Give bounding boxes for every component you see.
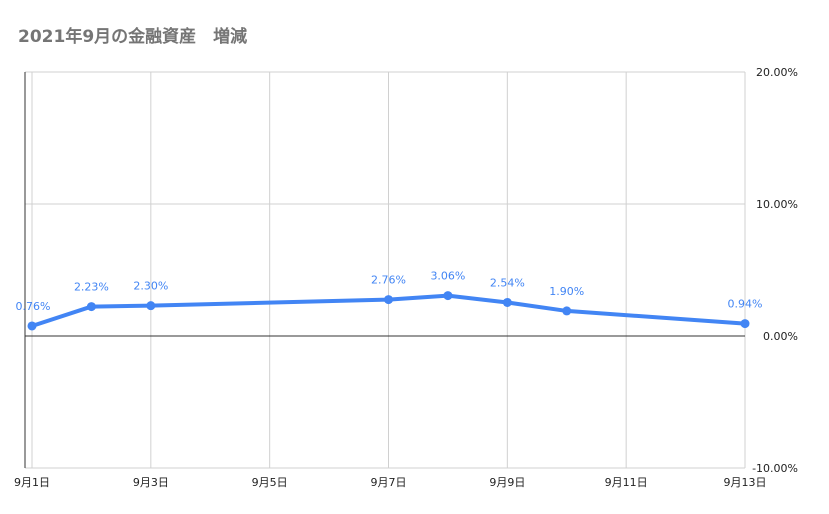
x-tick-label: 9月13日	[724, 476, 767, 489]
x-tick-label: 9月5日	[252, 476, 288, 489]
data-point	[502, 297, 512, 307]
data-label: 0.94%	[728, 298, 763, 311]
data-label: 2.23%	[74, 281, 109, 294]
data-label: 1.90%	[549, 285, 584, 298]
data-point	[384, 295, 393, 305]
data-point	[443, 291, 453, 301]
data-label: 2.30%	[133, 280, 168, 293]
data-labels: 0.76% 2.23% 2.30% 2.76% 3.06% 2.54% 1.90% 0.94%	[16, 270, 763, 313]
data-label: 2.54%	[490, 276, 525, 289]
data-point	[562, 306, 572, 316]
data-label: 2.76%	[371, 274, 406, 287]
data-label: 3.06%	[430, 270, 465, 283]
series-line	[30, 293, 747, 328]
axes	[24, 72, 745, 468]
data-point	[27, 321, 37, 331]
x-tick-label: 9月11日	[605, 476, 648, 489]
grid-lines	[25, 71, 746, 469]
x-tick-label: 9月7日	[371, 476, 407, 489]
chart-title: 2021年9月の金融資産 増減	[18, 27, 248, 47]
y-tick-label: -10.00%	[752, 462, 798, 475]
series-line-group	[27, 291, 750, 331]
x-tick-label: 9月9日	[489, 476, 525, 489]
y-tick-label: 20.00%	[756, 66, 798, 79]
x-tick-label: 9月3日	[133, 476, 169, 489]
data-label: 0.76%	[16, 300, 51, 313]
x-tick-label: 9月1日	[14, 476, 50, 489]
data-point	[146, 301, 156, 311]
data-point	[740, 319, 750, 329]
y-tick-label: 10.00%	[756, 198, 798, 211]
y-tick-label: 0.00%	[763, 330, 798, 343]
data-point	[86, 302, 96, 312]
tick-labels: 9月1日 9月3日 9月5日 9月7日 9月9日 9月11日 9月13日 20.00% 10.0…	[14, 66, 798, 489]
